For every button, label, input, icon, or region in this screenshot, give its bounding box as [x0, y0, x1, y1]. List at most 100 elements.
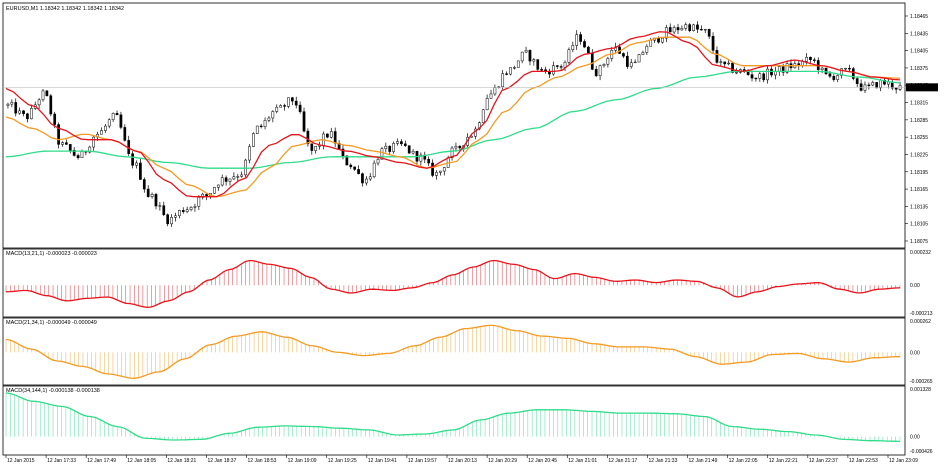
candle-body [80, 151, 84, 159]
candle-body [384, 145, 388, 150]
candle-body [103, 125, 107, 131]
candle-body [92, 136, 96, 148]
candle-body [396, 141, 399, 144]
candle-body [832, 76, 836, 80]
candle-body [735, 72, 738, 74]
candle-body [809, 56, 812, 61]
candle-body [851, 68, 855, 79]
candle-body [626, 55, 629, 67]
candle-body [754, 77, 758, 80]
candle-body [146, 188, 150, 197]
candle-body [594, 69, 598, 77]
candle-body [178, 210, 181, 217]
candle-body [45, 90, 49, 97]
candle-body [668, 27, 672, 33]
candle-body [637, 54, 641, 63]
candle-body [314, 146, 318, 151]
candle-body [400, 141, 403, 145]
candle-body [228, 178, 232, 182]
panel-frame-1 [2, 248, 906, 318]
macd-y-tick-label: 0.00 [910, 283, 920, 289]
panel-frame-0 [2, 2, 906, 249]
candle-body [29, 108, 33, 120]
price-y-tick-label: 1.18105 [910, 222, 928, 228]
candle-body [65, 142, 68, 145]
candle-body [431, 162, 434, 176]
candle-body [871, 82, 875, 86]
candle-body [57, 124, 60, 145]
candle-body [520, 51, 524, 62]
candle-body [380, 148, 384, 160]
candle-body [310, 143, 314, 151]
candle-body [439, 170, 442, 173]
candle-body [727, 62, 730, 65]
x-tick-label: 12 Jan 2015 [7, 458, 35, 464]
current-price-label: 1.18342 [908, 85, 926, 91]
moving-average-mid [5, 36, 901, 198]
candle-body [364, 178, 368, 184]
candle-body [641, 52, 645, 55]
price-y-tick-label: 1.18195 [910, 170, 928, 176]
x-tick-label: 12 Jan 21:01 [568, 458, 597, 464]
x-tick-label: 12 Jan 21:17 [608, 458, 637, 464]
x-tick-label: 12 Jan 17:33 [47, 458, 76, 464]
x-tick-label: 12 Jan 20:29 [488, 458, 517, 464]
candle-body [427, 159, 431, 164]
candle-body [672, 27, 676, 33]
candle-body [540, 69, 544, 71]
candle-body [271, 111, 275, 119]
candle-body [758, 73, 762, 79]
candle-body [805, 56, 808, 62]
candle-body [688, 24, 692, 32]
candle-body [524, 50, 528, 53]
candle-body [571, 45, 575, 50]
candle-body [774, 71, 777, 76]
candle-body [657, 37, 660, 43]
candle-body [224, 177, 228, 182]
candle-body [220, 177, 224, 186]
candle-body [100, 130, 103, 135]
candle-body [505, 73, 508, 75]
candle-body [6, 103, 10, 106]
macd-panel-title: MACD(21,34,1) -0.000049 -0.000049 [6, 320, 97, 326]
candle-body [485, 98, 489, 111]
candle-body [411, 151, 415, 154]
candle-body [762, 73, 766, 81]
candle-body [879, 79, 882, 89]
candle-body [649, 39, 653, 47]
candle-body [22, 110, 25, 115]
candle-body [645, 46, 649, 53]
x-tick-label: 12 Jan 18:05 [127, 458, 156, 464]
candle-body [267, 117, 271, 121]
signal-line-0 [5, 259, 901, 309]
price-y-tick-label: 1.18135 [910, 204, 928, 210]
candle-body [536, 59, 540, 70]
candle-body [41, 90, 45, 101]
candle-body [575, 34, 579, 46]
candle-body [236, 176, 240, 178]
candle-body [279, 105, 282, 108]
candle-body [259, 125, 263, 128]
macd-y-tick-label: -0.000213 [910, 311, 933, 317]
candle-body [458, 145, 462, 149]
candle-body [53, 113, 57, 125]
signal-line-2 [5, 392, 901, 443]
candle-body [345, 155, 349, 166]
macd-y-tick-label: -0.000426 [910, 449, 933, 455]
candle-body [532, 59, 536, 62]
candle-body [333, 131, 337, 144]
candle-body [189, 207, 193, 210]
candle-body [392, 143, 395, 152]
candle-body [275, 106, 279, 112]
x-tick-label: 12 Jan 21:33 [648, 458, 677, 464]
candle-body [435, 172, 438, 176]
candle-body [368, 176, 372, 180]
candle-body [88, 146, 92, 153]
x-tick-label: 12 Jan 21:49 [689, 458, 718, 464]
candle-body [142, 179, 146, 190]
candle-body [185, 209, 189, 212]
x-tick-label: 12 Jan 20:45 [528, 458, 557, 464]
candle-body [567, 49, 571, 63]
price-y-tick-label: 1.18345 [910, 83, 928, 89]
